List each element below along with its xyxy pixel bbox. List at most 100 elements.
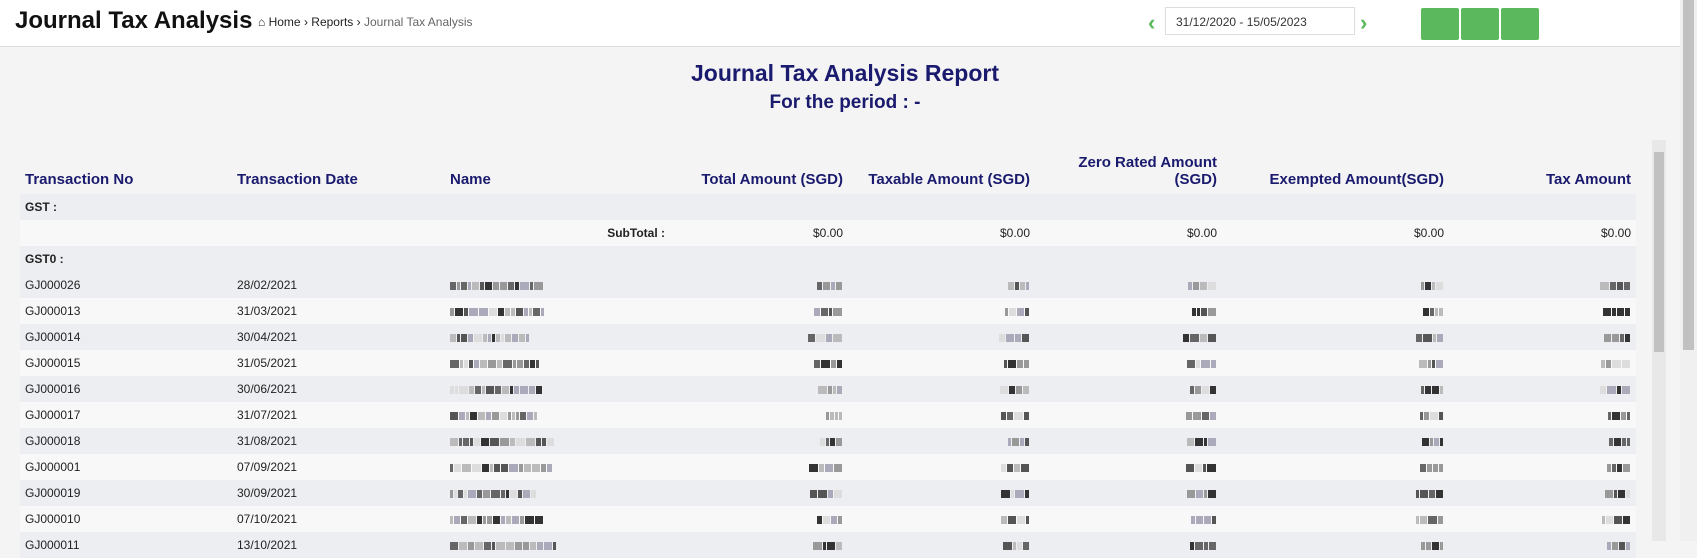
redacted bbox=[470, 411, 477, 420]
redacted bbox=[1610, 281, 1616, 290]
redacted bbox=[512, 515, 519, 524]
crumb-link[interactable]: Home bbox=[268, 15, 301, 29]
transaction-date: 31/03/2021 bbox=[232, 298, 445, 324]
redacted bbox=[1191, 515, 1195, 524]
redacted bbox=[517, 359, 523, 368]
redacted bbox=[1420, 489, 1428, 498]
redacted bbox=[1210, 385, 1216, 394]
redacted bbox=[1439, 463, 1443, 472]
redacted bbox=[1202, 411, 1209, 420]
redacted bbox=[1208, 437, 1216, 446]
name-cell bbox=[445, 376, 670, 402]
redacted bbox=[486, 411, 491, 420]
redacted bbox=[501, 463, 508, 472]
redacted bbox=[1420, 515, 1427, 524]
redacted bbox=[1430, 437, 1433, 446]
transaction-date: 13/10/2021 bbox=[232, 532, 445, 558]
redacted bbox=[487, 515, 492, 524]
redacted bbox=[1190, 385, 1194, 394]
column-header: Taxable Amount (SGD) bbox=[868, 171, 1030, 188]
redacted bbox=[542, 437, 546, 446]
redacted bbox=[1209, 541, 1216, 550]
redacted bbox=[818, 489, 827, 498]
redacted bbox=[493, 281, 499, 290]
redacted bbox=[459, 385, 468, 394]
redacted bbox=[475, 541, 483, 550]
redacted bbox=[1203, 463, 1206, 472]
redacted bbox=[1439, 411, 1443, 420]
redacted bbox=[478, 411, 485, 420]
redacted bbox=[459, 411, 465, 420]
redacted bbox=[526, 333, 529, 342]
redacted bbox=[1626, 541, 1630, 550]
redacted bbox=[1187, 359, 1195, 368]
redacted bbox=[828, 385, 832, 394]
name-cell bbox=[445, 324, 670, 350]
redacted bbox=[1436, 359, 1443, 368]
next-button[interactable]: › bbox=[1360, 10, 1368, 35]
amount-cell bbox=[1449, 480, 1636, 506]
redacted bbox=[533, 307, 540, 316]
redacted bbox=[1024, 411, 1029, 420]
redacted bbox=[1621, 411, 1626, 420]
report-subtitle: For the period : - bbox=[769, 92, 921, 113]
prev-button[interactable]: ‹ bbox=[1148, 10, 1156, 35]
search-button[interactable] bbox=[1421, 8, 1459, 40]
redacted bbox=[492, 333, 495, 342]
redacted bbox=[515, 541, 522, 550]
name-cell bbox=[445, 480, 670, 506]
redacted bbox=[1607, 541, 1611, 550]
redacted bbox=[463, 437, 469, 446]
redacted bbox=[454, 515, 460, 524]
redacted bbox=[1009, 385, 1015, 394]
date-range[interactable]: 31/12/2020 - 15/05/2023 bbox=[1165, 7, 1355, 35]
amount-cell bbox=[1035, 532, 1222, 558]
redacted bbox=[831, 281, 835, 290]
amount-cell bbox=[670, 350, 848, 376]
redacted bbox=[1619, 541, 1625, 550]
redacted bbox=[1623, 463, 1630, 472]
redacted bbox=[482, 385, 485, 394]
redacted bbox=[450, 281, 456, 290]
redacted bbox=[818, 385, 827, 394]
redacted bbox=[1001, 489, 1010, 498]
header-row: Transaction No Transaction Date Name Total … bbox=[20, 136, 1636, 194]
excel-button[interactable] bbox=[1461, 8, 1499, 40]
transaction-no: GJ000018 bbox=[20, 428, 232, 454]
table-scrollbar[interactable] bbox=[1652, 140, 1666, 541]
redacted bbox=[1622, 437, 1626, 446]
redacted bbox=[469, 385, 474, 394]
redacted bbox=[834, 489, 842, 498]
redacted bbox=[468, 541, 474, 550]
redacted bbox=[1423, 307, 1429, 316]
amount-cell bbox=[848, 480, 1035, 506]
amount-cell bbox=[670, 324, 848, 350]
redacted bbox=[501, 489, 505, 498]
redacted bbox=[469, 359, 473, 368]
redacted bbox=[1006, 333, 1014, 342]
redacted bbox=[1007, 411, 1013, 420]
amount-cell bbox=[670, 272, 848, 298]
redacted bbox=[1432, 281, 1435, 290]
redacted bbox=[544, 541, 552, 550]
crumb-link[interactable]: Reports bbox=[311, 15, 354, 29]
redacted bbox=[1022, 333, 1029, 342]
page-scrollbar[interactable] bbox=[1680, 0, 1697, 541]
redacted bbox=[1193, 281, 1199, 290]
redacted bbox=[1420, 411, 1423, 420]
redacted bbox=[494, 463, 500, 472]
transaction-date: 30/04/2021 bbox=[232, 324, 445, 350]
amount-cell bbox=[1035, 324, 1222, 350]
redacted bbox=[1617, 281, 1623, 290]
redacted bbox=[1188, 281, 1192, 290]
print-button[interactable] bbox=[1501, 8, 1539, 40]
redacted bbox=[1612, 541, 1618, 550]
redacted bbox=[1212, 515, 1216, 524]
redacted bbox=[530, 541, 536, 550]
redacted bbox=[1604, 333, 1611, 342]
redacted bbox=[839, 411, 842, 420]
amount-cell bbox=[1449, 324, 1636, 350]
redacted bbox=[1015, 281, 1019, 290]
redacted bbox=[489, 307, 497, 316]
redacted bbox=[1200, 333, 1207, 342]
